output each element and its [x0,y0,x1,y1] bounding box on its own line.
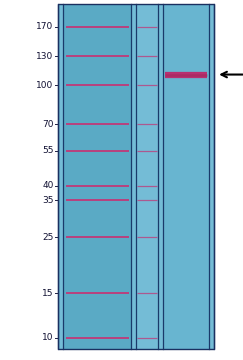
Text: 130: 130 [36,52,53,61]
Text: 15: 15 [42,289,53,298]
Bar [163,4,209,349]
Text: 35: 35 [42,196,53,205]
Text: 10: 10 [42,333,53,342]
Bar [58,4,214,349]
Bar [58,4,214,349]
Text: 70: 70 [42,120,53,129]
Text: 100: 100 [36,81,53,90]
Text: 25: 25 [42,233,53,242]
Text: 170: 170 [36,22,53,31]
Text: 55: 55 [42,146,53,155]
Bar [63,4,131,349]
Text: 40: 40 [42,181,53,190]
